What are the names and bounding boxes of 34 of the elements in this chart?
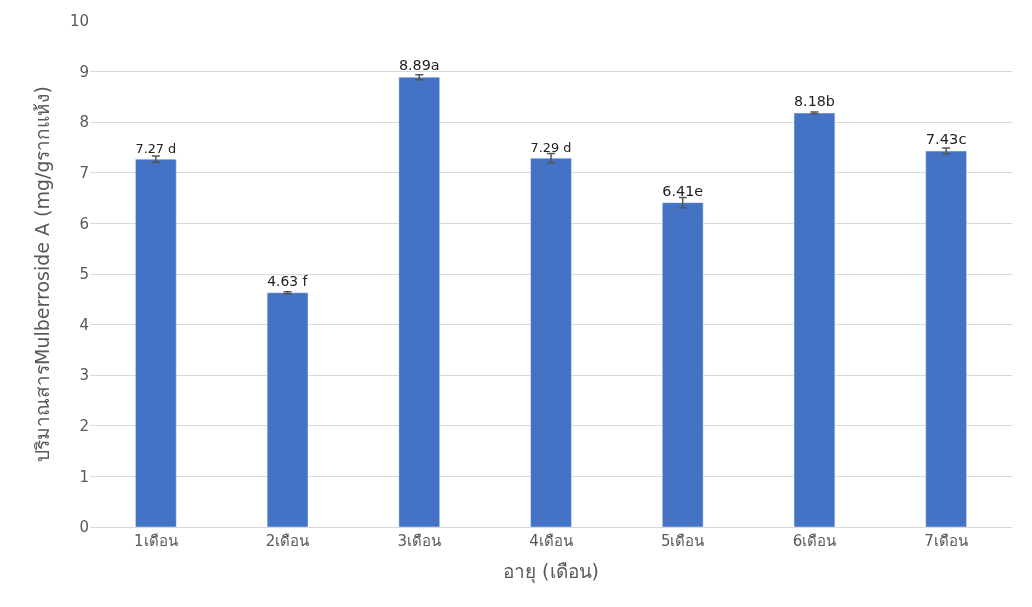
x-tick-label: 7เดือน — [924, 532, 968, 550]
y-tick-label: 6 — [79, 214, 89, 233]
bar — [793, 112, 836, 527]
x-tick-label: 3เดือน — [397, 532, 442, 550]
data-label: 7.27 d — [135, 140, 177, 156]
y-tick-label: 2 — [79, 417, 89, 436]
x-tick-label: 5เดือน — [660, 532, 705, 550]
y-tick-label: 0 — [79, 518, 89, 537]
bar — [398, 76, 440, 527]
bar — [530, 157, 572, 527]
y-tick-label: 8 — [79, 113, 89, 132]
data-label: 8.18b — [794, 93, 835, 110]
bar — [135, 158, 177, 527]
data-label: 6.41e — [662, 182, 704, 199]
y-tick-label: 5 — [79, 265, 89, 284]
y-tick-label: 7 — [79, 164, 89, 183]
data-label: 7.43c — [925, 130, 967, 148]
y-tick-label: 3 — [79, 366, 89, 385]
y-tick-label: 10 — [69, 12, 89, 31]
x-tick-label: 4เดือน — [529, 532, 573, 550]
y-tick-label: 9 — [79, 62, 89, 81]
y-axis-title: ปริมาณสารMulberroside A (mg/gรากแห้ง) — [30, 86, 53, 462]
data-label: 4.63 f — [267, 273, 309, 290]
y-tick-label: 4 — [79, 315, 89, 334]
bar — [925, 150, 967, 527]
x-tick-label: 1เดือน — [134, 532, 178, 550]
x-tick-label: 6เดือน — [792, 532, 837, 550]
data-label: 7.29 d — [530, 139, 572, 155]
bar — [662, 202, 704, 527]
x-axis-title: อายุ (เดือน) — [503, 559, 599, 584]
x-tick-label: 2เดือน — [265, 532, 310, 550]
bar — [266, 292, 309, 527]
y-tick-label: 1 — [79, 467, 89, 486]
data-label: 8.89a — [398, 57, 440, 74]
